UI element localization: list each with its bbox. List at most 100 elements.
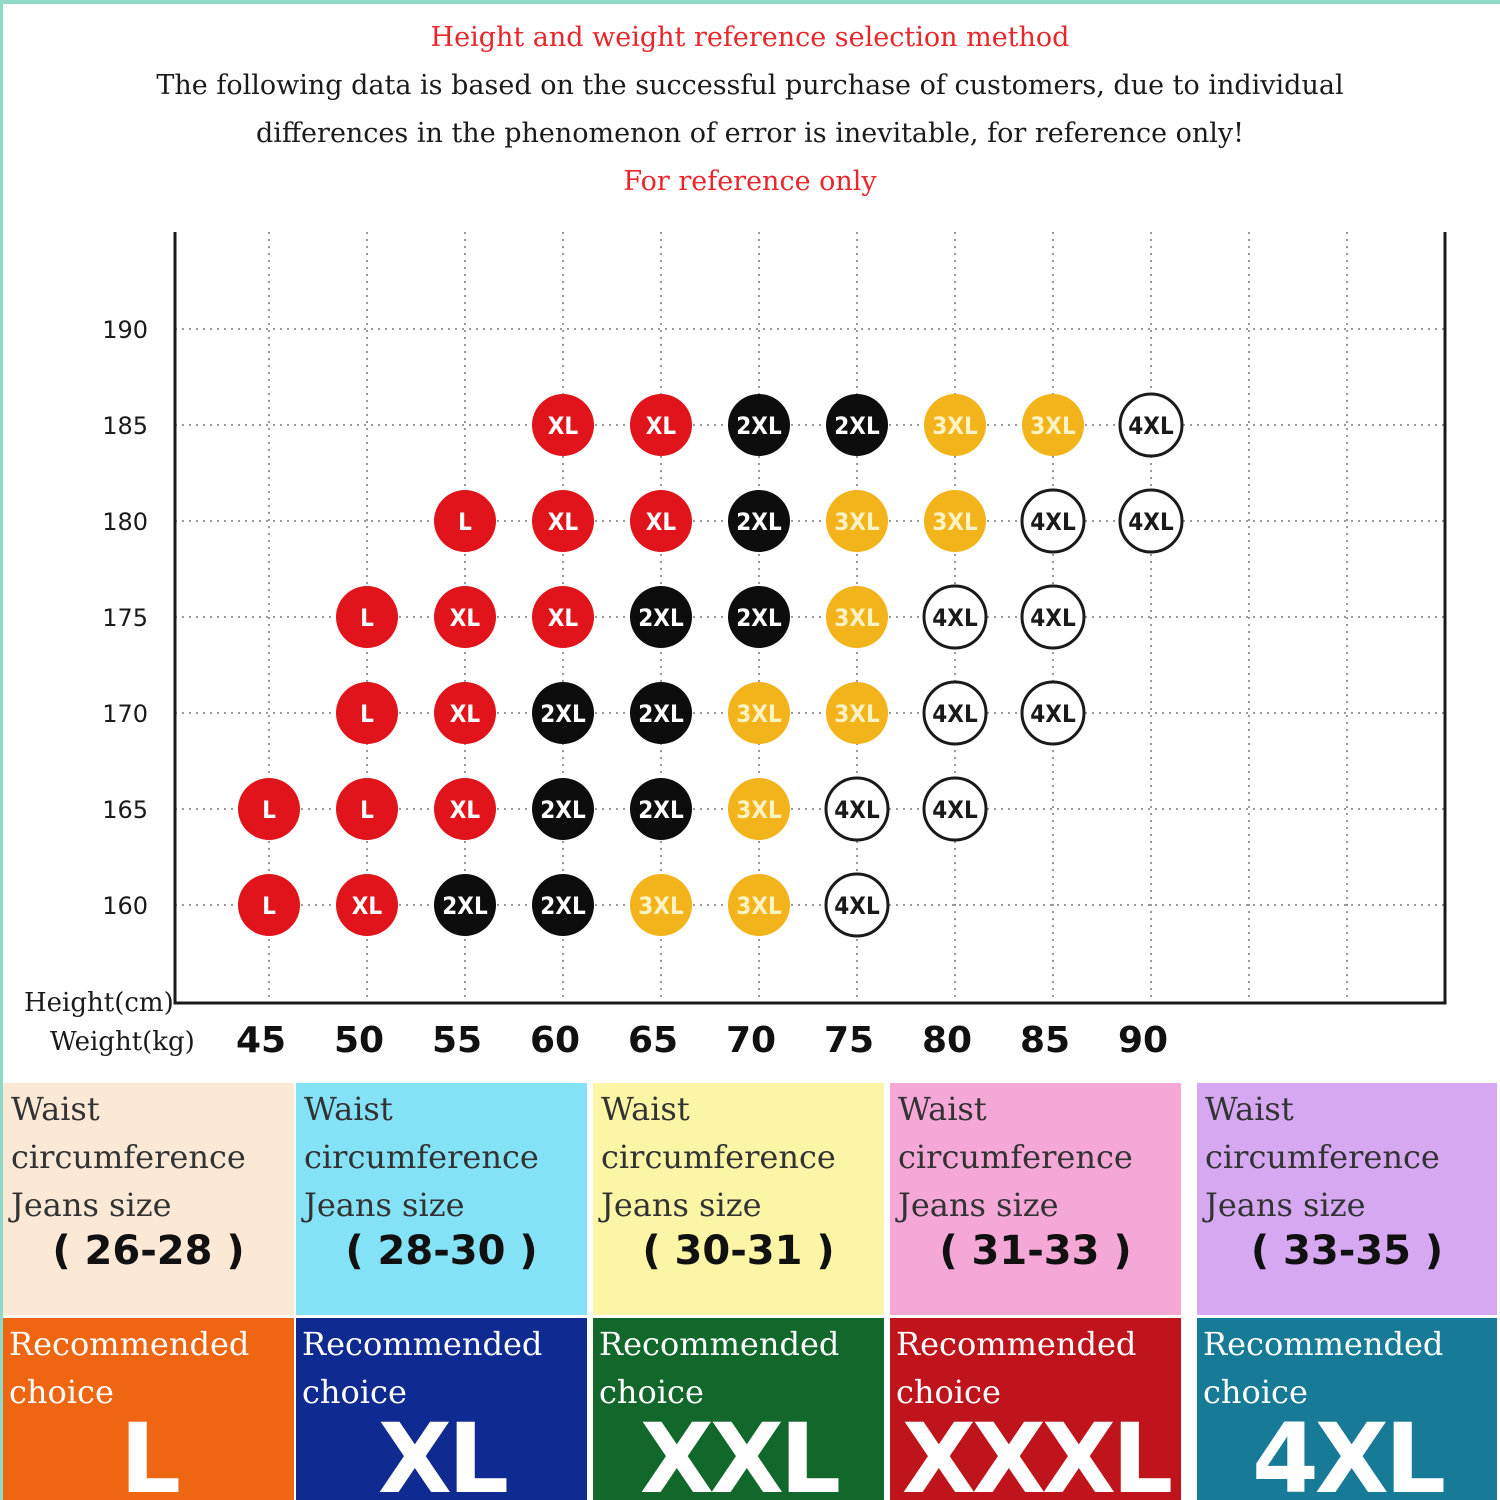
size-dot	[532, 874, 594, 936]
size-dot-label: 4XL	[834, 892, 880, 920]
jeans-range: ( 26-28 )	[52, 1228, 245, 1274]
waist-label: Waist	[601, 1090, 690, 1128]
size-dot	[630, 394, 692, 456]
card-xxl: Waist circumference Jeans size ( 30-31 )…	[593, 1083, 884, 1500]
size-dot-label: XL	[450, 700, 481, 728]
circumference-label: circumference	[11, 1138, 246, 1176]
recommended-label: Recommended	[302, 1325, 543, 1363]
size-dot-label: 4XL	[1128, 412, 1174, 440]
waist-label: Waist	[11, 1090, 100, 1128]
card-info: Waist circumference Jeans size ( 28-30 )	[296, 1083, 587, 1315]
header: Height and weight reference selection me…	[0, 14, 1500, 206]
size-dot-label: 3XL	[834, 604, 880, 632]
x-tick-label: 80	[922, 1020, 972, 1061]
size-dot-label: 3XL	[736, 796, 782, 824]
size-dot-label: 4XL	[834, 796, 880, 824]
recommended-panel: Recommended choice XXL	[593, 1318, 884, 1500]
size-dot-label: XL	[450, 604, 481, 632]
note-red: For reference only	[623, 166, 877, 197]
x-axis-label: Weight(kg)	[50, 1027, 195, 1057]
note-line-1: The following data is based on the succe…	[156, 70, 1344, 101]
size-dot	[434, 778, 496, 840]
recommended-label: Recommended	[9, 1325, 250, 1363]
size-dot	[728, 682, 790, 744]
size-dot	[336, 682, 398, 744]
size-dot-label: 2XL	[540, 796, 586, 824]
size-dot-label: XL	[450, 796, 481, 824]
size-dot	[434, 874, 496, 936]
y-tick-label: 160	[102, 892, 148, 920]
card-info: Waist circumference Jeans size ( 33-35 )	[1197, 1083, 1497, 1315]
size-dot	[728, 778, 790, 840]
size-dot-label: 2XL	[638, 796, 684, 824]
size-cards: Waist circumference Jeans size ( 26-28 )…	[0, 1083, 1500, 1500]
x-tick-label: 70	[726, 1020, 776, 1061]
size-dot	[434, 682, 496, 744]
recommended-panel: Recommended choice 4XL	[1197, 1318, 1497, 1500]
size-dot	[630, 874, 692, 936]
circumference-label: circumference	[304, 1138, 539, 1176]
choice-label: choice	[599, 1373, 704, 1411]
size-dot	[238, 778, 300, 840]
x-tick-label: 50	[334, 1020, 384, 1061]
size-dot-label: 2XL	[736, 508, 782, 536]
size-dot-label: 4XL	[1030, 700, 1076, 728]
size-dot	[532, 778, 594, 840]
card-4xl: Waist circumference Jeans size ( 33-35 )…	[1197, 1083, 1497, 1500]
jeans-size-label: Jeans size	[304, 1186, 465, 1224]
x-tick-label: 55	[432, 1020, 482, 1061]
recommended-panel: Recommended choice XXXL	[890, 1318, 1181, 1500]
size-dot-label: XL	[352, 892, 383, 920]
y-axis-label: Height(cm)	[24, 988, 174, 1018]
size-dot-label: 4XL	[1128, 508, 1174, 536]
size-dot	[922, 776, 988, 842]
size-dot-label: 2XL	[442, 892, 488, 920]
jeans-size-label: Jeans size	[1205, 1186, 1366, 1224]
size-dot-label: 4XL	[932, 700, 978, 728]
recommended-label: Recommended	[1203, 1325, 1444, 1363]
size-dot	[1022, 394, 1084, 456]
size-dot	[824, 872, 890, 938]
jeans-range: ( 31-33 )	[939, 1228, 1132, 1274]
size-dot	[728, 586, 790, 648]
size-dot-label: XL	[646, 508, 677, 536]
choice-label: choice	[302, 1373, 407, 1411]
size-dot	[434, 490, 496, 552]
card-info: Waist circumference Jeans size ( 31-33 )	[890, 1083, 1181, 1315]
size-dot-label: L	[262, 892, 276, 920]
size-dot	[826, 490, 888, 552]
recommended-size: XXXL	[901, 1403, 1173, 1500]
x-tick-label: 60	[530, 1020, 580, 1061]
x-tick-label: 85	[1020, 1020, 1070, 1061]
size-dot-label: 3XL	[736, 892, 782, 920]
size-dot-label: 3XL	[834, 700, 880, 728]
size-dot-label: 2XL	[638, 604, 684, 632]
circumference-label: circumference	[898, 1138, 1133, 1176]
size-dot	[630, 490, 692, 552]
recommended-panel: Recommended choice L	[3, 1318, 294, 1500]
size-dot	[630, 586, 692, 648]
recommended-label: Recommended	[599, 1325, 840, 1363]
size-dot	[924, 490, 986, 552]
size-dot	[434, 586, 496, 648]
size-dot	[1020, 584, 1086, 650]
card-xl: Waist circumference Jeans size ( 28-30 )…	[296, 1083, 587, 1500]
choice-label: choice	[9, 1373, 114, 1411]
size-dot-label: 4XL	[1030, 508, 1076, 536]
jeans-size-label: Jeans size	[898, 1186, 1059, 1224]
waist-label: Waist	[304, 1090, 393, 1128]
size-dot	[826, 394, 888, 456]
size-dot	[630, 682, 692, 744]
waist-label: Waist	[1205, 1090, 1294, 1128]
size-dot-label: 3XL	[932, 508, 978, 536]
size-dot-label: 3XL	[932, 412, 978, 440]
size-dot-label: L	[360, 796, 374, 824]
size-dot-label: 4XL	[932, 604, 978, 632]
size-dot-label: 2XL	[736, 412, 782, 440]
size-dot-label: XL	[548, 604, 579, 632]
size-dot	[630, 778, 692, 840]
x-tick-label: 65	[628, 1020, 678, 1061]
size-dot	[824, 776, 890, 842]
size-dot-label: 2XL	[540, 700, 586, 728]
